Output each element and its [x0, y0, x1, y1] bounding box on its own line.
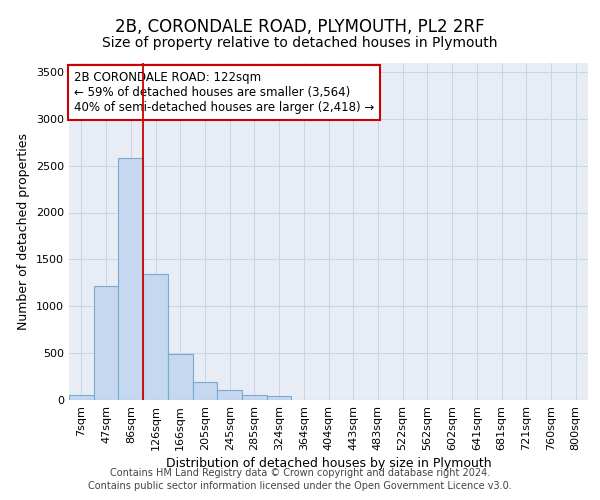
Text: 2B, CORONDALE ROAD, PLYMOUTH, PL2 2RF: 2B, CORONDALE ROAD, PLYMOUTH, PL2 2RF: [115, 18, 485, 36]
Text: 2B CORONDALE ROAD: 122sqm
← 59% of detached houses are smaller (3,564)
40% of se: 2B CORONDALE ROAD: 122sqm ← 59% of detac…: [74, 71, 374, 114]
Bar: [94, 286, 118, 400]
Bar: [217, 390, 242, 400]
Bar: [267, 396, 292, 400]
X-axis label: Distribution of detached houses by size in Plymouth: Distribution of detached houses by size …: [166, 457, 491, 470]
Text: Contains public sector information licensed under the Open Government Licence v3: Contains public sector information licen…: [88, 481, 512, 491]
Bar: [168, 354, 193, 400]
Y-axis label: Number of detached properties: Number of detached properties: [17, 132, 31, 330]
Bar: [69, 396, 94, 400]
Bar: [143, 274, 168, 400]
Text: Size of property relative to detached houses in Plymouth: Size of property relative to detached ho…: [102, 36, 498, 50]
Bar: [193, 382, 217, 400]
Bar: [242, 396, 267, 400]
Text: Contains HM Land Registry data © Crown copyright and database right 2024.: Contains HM Land Registry data © Crown c…: [110, 468, 490, 477]
Bar: [118, 158, 143, 400]
